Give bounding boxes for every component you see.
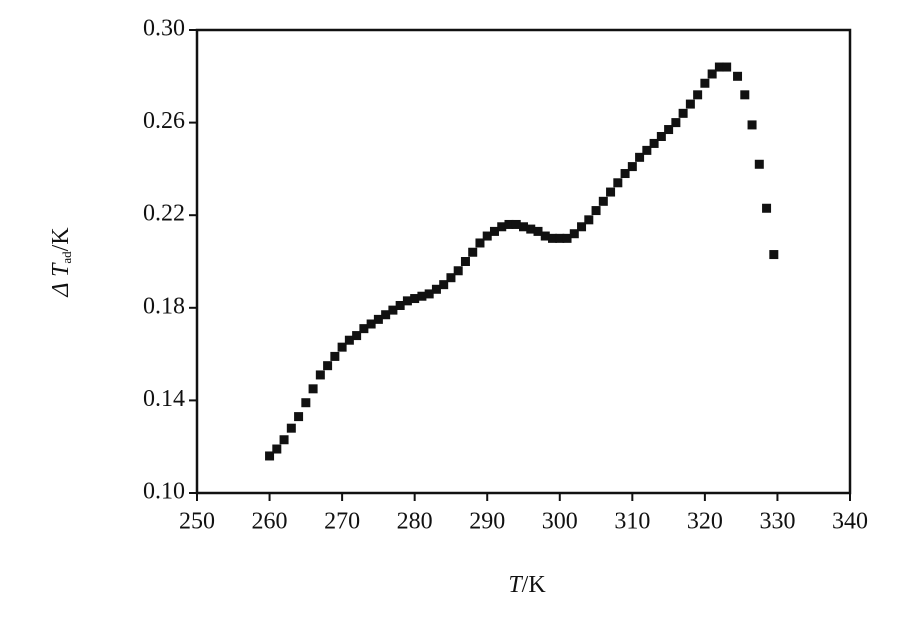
data-point: [308, 384, 318, 394]
data-point: [504, 219, 514, 229]
data-point: [555, 233, 565, 243]
data-point: [460, 257, 470, 266]
y-tick-label: 0.30: [143, 16, 185, 42]
data-point: [707, 69, 717, 79]
data-point: [635, 152, 645, 162]
data-point: [366, 319, 376, 329]
data-point: [265, 451, 275, 461]
data-point: [468, 247, 478, 257]
data-point: [526, 224, 536, 234]
data-point: [395, 300, 405, 310]
data-point: [359, 324, 369, 334]
data-point: [388, 305, 398, 315]
data-point: [482, 231, 492, 241]
data-point: [424, 289, 434, 299]
data-point: [519, 222, 528, 232]
data-point: [381, 310, 391, 320]
data-point: [279, 435, 289, 445]
data-point: [733, 71, 743, 81]
data-point: [642, 145, 652, 155]
data-point: [722, 62, 732, 72]
data-point: [439, 280, 449, 290]
data-point: [678, 108, 688, 118]
data-point: [769, 250, 779, 260]
data-point: [584, 215, 594, 225]
data-point: [511, 219, 521, 229]
data-point: [431, 284, 441, 294]
data-point: [315, 370, 325, 380]
data-point: [337, 342, 347, 352]
x-tick-label: 300: [542, 509, 578, 535]
x-tick-label: 270: [324, 509, 360, 535]
x-tick-label: 330: [759, 509, 795, 535]
data-point: [489, 226, 499, 236]
data-point: [272, 444, 282, 454]
data-point: [446, 273, 456, 283]
data-point: [548, 233, 558, 243]
data-point: [664, 125, 674, 135]
data-point: [562, 233, 572, 243]
data-point: [606, 187, 616, 197]
data-point: [747, 120, 757, 130]
data-point: [762, 203, 772, 213]
data-point: [613, 178, 623, 188]
data-point: [685, 99, 695, 109]
data-point: [740, 90, 750, 100]
data-point: [700, 78, 710, 88]
x-tick-label: 280: [397, 509, 433, 535]
data-point: [323, 361, 333, 371]
data-point: [569, 229, 579, 239]
data-point: [540, 231, 550, 241]
data-point: [294, 412, 304, 422]
data-point: [301, 398, 311, 408]
data-point: [453, 266, 463, 276]
plot-frame: [195, 28, 852, 495]
data-point: [627, 162, 637, 172]
x-axis-label: T/K: [508, 572, 546, 598]
data-point: [497, 222, 507, 232]
data-point: [714, 62, 724, 72]
data-point: [656, 131, 666, 141]
data-point: [577, 222, 587, 232]
data-point: [671, 118, 681, 128]
data-point: [286, 423, 296, 433]
y-tick-label: 0.14: [143, 386, 185, 412]
data-point: [533, 226, 543, 236]
data-point: [402, 296, 412, 306]
data-point: [754, 159, 764, 169]
data-point: [344, 335, 354, 345]
x-tick-label: 250: [179, 509, 215, 535]
y-tick-label: 0.10: [143, 479, 185, 505]
data-point: [417, 291, 427, 301]
x-tick-label: 310: [614, 509, 650, 535]
x-tick-label: 340: [832, 509, 868, 535]
data-point: [410, 294, 420, 304]
data-point: [330, 351, 340, 361]
data-point: [352, 331, 362, 341]
data-point: [693, 90, 703, 100]
data-point: [373, 314, 383, 324]
x-tick-label: 320: [687, 509, 723, 535]
data-point: [475, 238, 485, 248]
x-tick-label: 290: [469, 509, 505, 535]
data-point: [598, 196, 608, 206]
data-point: [649, 138, 659, 148]
y-axis-label: Δ Tad/K: [48, 227, 74, 298]
y-tick-label: 0.22: [143, 201, 185, 227]
y-tick-label: 0.18: [143, 293, 185, 319]
y-tick-label: 0.26: [143, 108, 185, 134]
data-point: [620, 169, 630, 179]
data-point: [591, 206, 601, 216]
x-tick-label: 260: [252, 509, 288, 535]
